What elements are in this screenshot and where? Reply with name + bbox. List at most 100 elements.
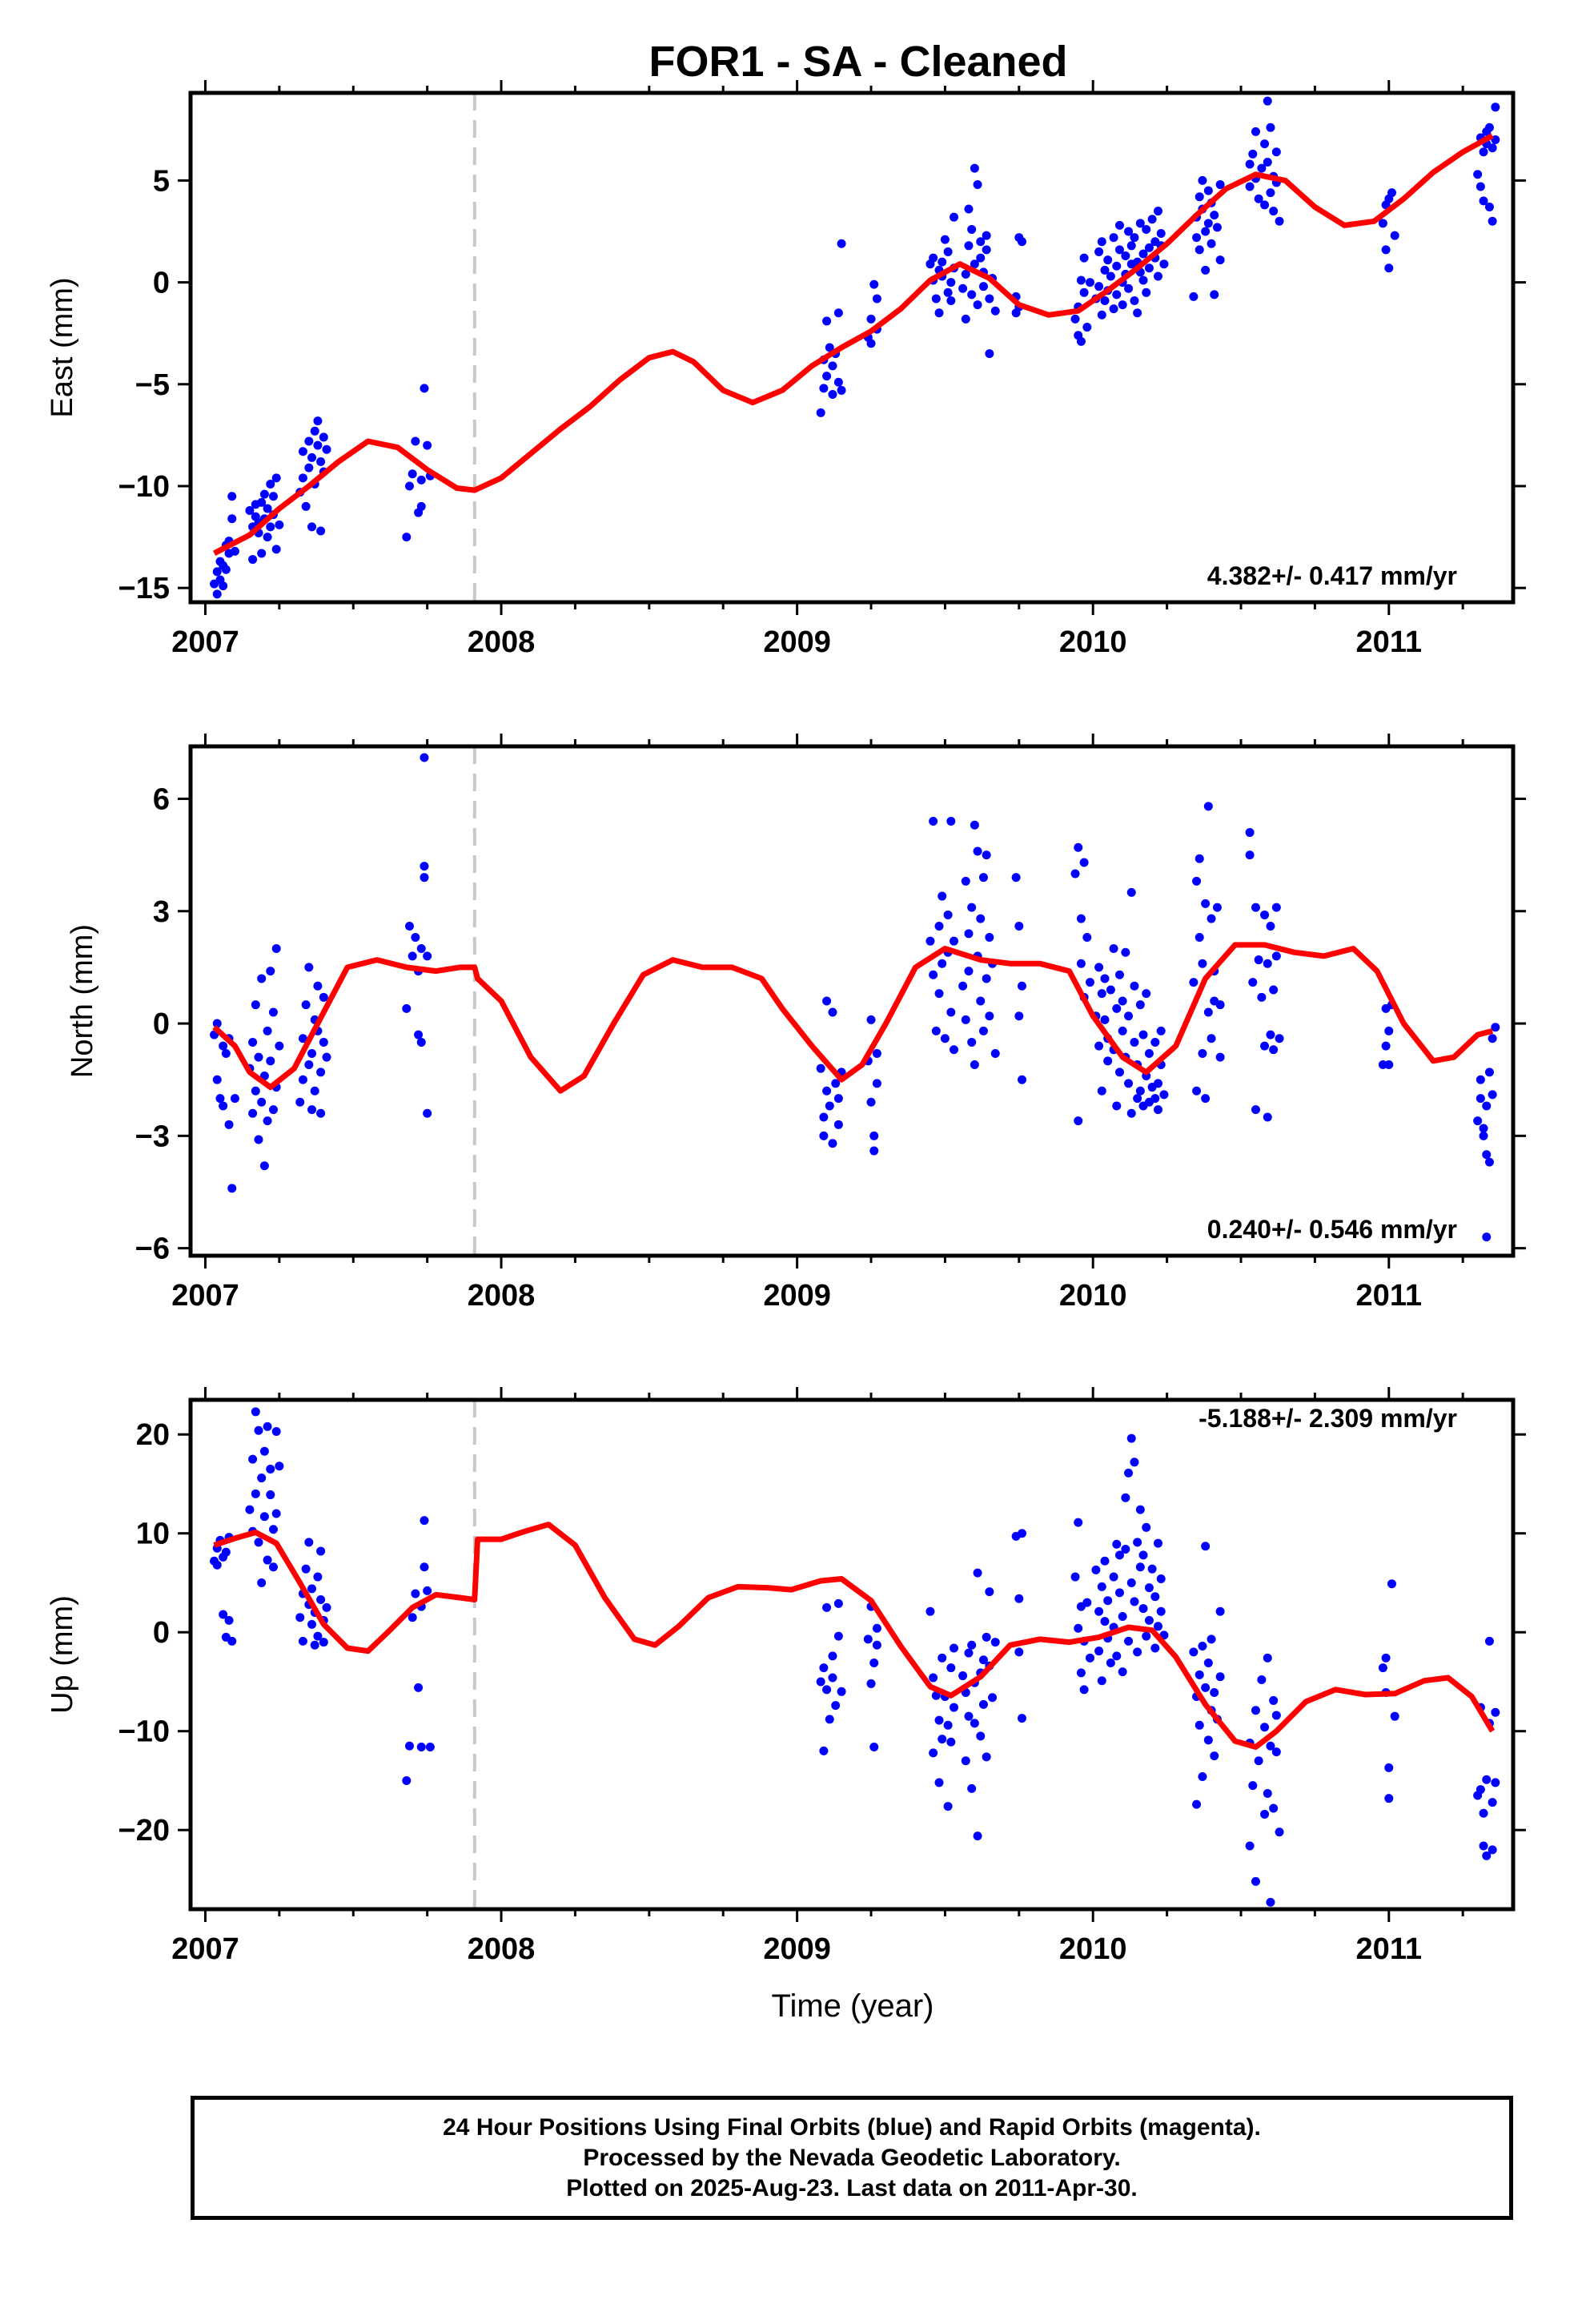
data-point [1011,873,1021,883]
data-point [219,1101,228,1111]
data-point [1476,182,1485,191]
data-point [248,1037,258,1047]
x-tick-label: 2008 [468,625,536,659]
data-point [1097,310,1106,320]
data-point [1484,1636,1494,1646]
x-tick-label: 2007 [171,1279,239,1313]
data-point [411,1589,420,1598]
data-point [982,974,991,983]
data-point [1097,1086,1106,1096]
data-point [985,349,994,359]
data-point [1076,959,1086,968]
data-point [934,308,944,318]
data-point [1156,1574,1166,1584]
data-point [1201,1094,1211,1104]
data-point [866,1015,876,1024]
model-curve [212,133,1494,557]
data-point [1018,1714,1027,1723]
data-point [1215,1672,1225,1682]
data-point [1212,903,1222,912]
data-point [976,996,986,1006]
data-point [1248,149,1258,159]
data-point [1138,275,1148,285]
data-point [1097,989,1106,999]
data-point [416,944,426,954]
data-point [1271,147,1281,157]
data-point [1215,1606,1225,1616]
data-point [929,1673,938,1683]
data-points [210,1407,1500,1907]
data-point [1086,278,1095,287]
data-point [271,944,281,954]
data-point [1251,1706,1260,1715]
data-point [1263,959,1272,968]
data-point [946,1663,956,1673]
data-point [1384,1794,1394,1803]
data-point [251,1407,260,1417]
data-point [825,1101,834,1111]
data-point [1192,876,1202,886]
data-point [872,1079,881,1088]
data-point [967,1783,977,1793]
data-point [298,447,307,456]
data-point [833,1598,843,1608]
data-point [837,385,846,395]
info-box: 24 Hour Positions Using Final Orbits (bl… [191,2096,1513,2220]
data-point [1126,241,1136,251]
data-point [414,1030,424,1039]
data-point [1381,245,1391,255]
data-point [254,1538,263,1547]
y-tick-label: 6 [153,782,170,816]
figure-title: FOR1 - SA - Cleaned [648,38,1067,86]
data-point [1082,933,1092,942]
data-point [275,1041,284,1051]
data-point [819,1131,829,1140]
data-point [940,235,950,244]
data-point [1212,223,1222,232]
data-point [1195,192,1204,202]
data-point [1118,1026,1127,1035]
data-point [833,308,843,318]
data-point [985,294,994,304]
data-point [1201,265,1211,275]
data-point [1195,1720,1204,1730]
data-point [866,1097,876,1107]
data-point [1215,255,1225,265]
data-point [825,1715,834,1724]
data-point [1142,1522,1151,1532]
data-point [219,1041,228,1051]
data-point [943,1720,953,1730]
data-point [1074,1116,1083,1126]
y-tick-label: −15 [118,572,170,605]
data-point [1154,271,1163,281]
data-point [1130,1037,1139,1047]
data-point [1476,1075,1485,1084]
data-point [822,1086,832,1096]
data-point [1198,1772,1207,1782]
data-point [872,294,881,304]
data-point [316,1546,326,1556]
data-point [943,910,953,919]
data-point [1079,1685,1089,1695]
data-point [212,1560,222,1570]
data-point [1076,914,1086,923]
data-point [1094,282,1104,292]
x-axis-label: Time (year) [772,1988,934,2024]
plot-frame [188,744,1516,1258]
data-point [313,981,323,991]
data-point [931,1691,941,1700]
data-point [1254,955,1263,965]
y-tick-label: 10 [136,1518,170,1551]
north-panel: 2007 2008 2009 2010 2011 −6 −3 0 3 6 North (mm) 0.2… [66,734,1526,1313]
data-point [976,914,986,923]
data-point [1271,951,1281,961]
data-point [221,565,231,574]
x-tick-label: 2011 [1356,1932,1422,1966]
data-point [1482,1101,1492,1111]
data-point [978,1026,988,1035]
data-point [1097,1582,1106,1591]
data-point [301,1564,311,1574]
data-point [869,1131,879,1140]
data-point [404,481,414,491]
data-point [402,1775,412,1785]
